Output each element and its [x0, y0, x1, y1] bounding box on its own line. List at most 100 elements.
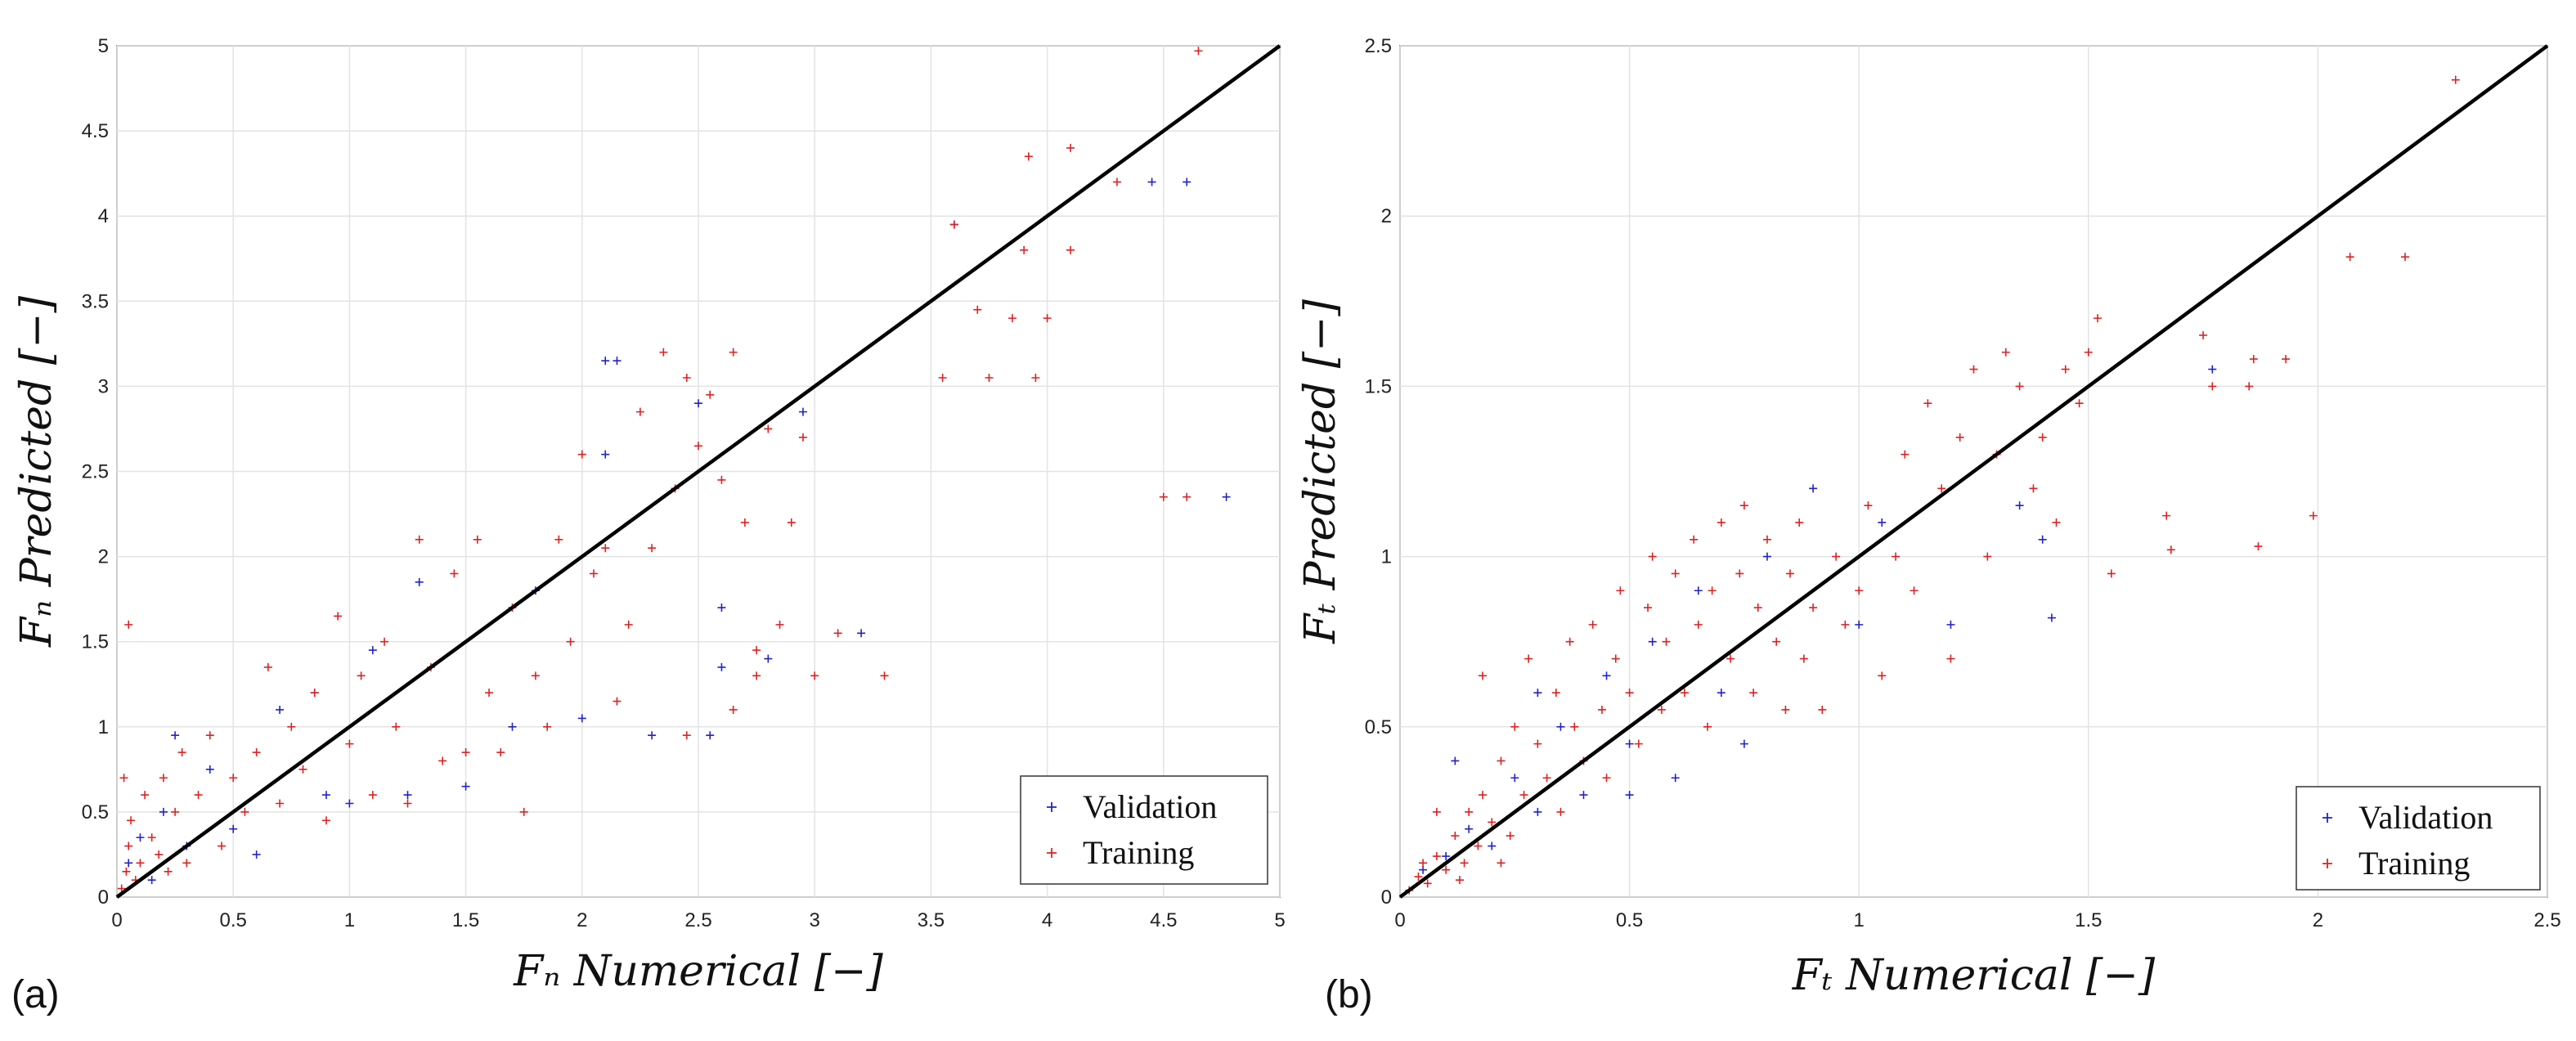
- training-point: [1703, 722, 1712, 731]
- validation-point: [321, 791, 330, 800]
- training-point: [1497, 859, 1506, 868]
- validation-point: [345, 799, 354, 808]
- y-tick-label: 2.5: [82, 461, 109, 483]
- training-point: [2208, 382, 2217, 391]
- x-axis-label: Fₙ Numerical [−]: [513, 947, 883, 996]
- training-point: [519, 807, 528, 816]
- validation-point: [276, 705, 285, 714]
- training-point: [1570, 722, 1579, 731]
- validation-point: [2208, 365, 2217, 374]
- validation-point: [764, 654, 773, 663]
- training-point: [1799, 654, 1808, 663]
- training-point: [1946, 654, 1955, 663]
- training-point: [1432, 852, 1441, 861]
- y-tick-label: 0.5: [82, 801, 109, 823]
- validation-point: [1510, 774, 1519, 783]
- training-point: [147, 833, 156, 842]
- legend-marker-training: [2322, 859, 2332, 868]
- training-point: [682, 731, 691, 740]
- training-point: [2309, 511, 2318, 520]
- validation-point: [1809, 484, 1818, 493]
- validation-point: [1625, 739, 1634, 748]
- training-point: [2401, 253, 2410, 262]
- validation-point: [1533, 807, 1542, 816]
- training-point: [717, 475, 726, 484]
- validation-point: [1556, 722, 1565, 731]
- training-point: [1735, 569, 1744, 578]
- training-point: [1455, 876, 1464, 885]
- x-tick-label: 1: [344, 909, 355, 931]
- training-point: [775, 620, 784, 629]
- training-point: [357, 671, 366, 680]
- training-point: [1739, 501, 1748, 510]
- training-point: [1488, 818, 1497, 827]
- training-point: [1024, 152, 1033, 161]
- x-tick-label: 1.5: [2075, 909, 2102, 931]
- training-point: [1762, 535, 1771, 544]
- training-point: [2038, 433, 2047, 442]
- training-point: [2001, 348, 2010, 357]
- training-point: [1937, 484, 1946, 493]
- training-point: [1008, 314, 1016, 323]
- training-point: [119, 774, 128, 783]
- training-point: [240, 807, 249, 816]
- training-point: [1465, 807, 1474, 816]
- x-tick-label: 2.5: [2533, 909, 2560, 931]
- x-tick-label: 1.5: [452, 909, 479, 931]
- training-point: [1533, 739, 1542, 748]
- training-point: [566, 637, 575, 646]
- x-tick-label: 0: [111, 909, 122, 931]
- training-point: [1524, 654, 1533, 663]
- training-point: [1602, 774, 1611, 783]
- panel-label: (b): [1325, 973, 1373, 1016]
- training-point: [2249, 355, 2258, 364]
- y-axis-label: Fₜ Predicted [−]: [1296, 298, 1345, 644]
- x-tick-label: 1: [1854, 909, 1865, 931]
- validation-point: [857, 629, 866, 638]
- training-point: [321, 816, 330, 825]
- validation-point: [1147, 177, 1156, 186]
- training-point: [1588, 620, 1597, 629]
- x-tick-label: 3.5: [918, 909, 945, 931]
- training-point: [880, 671, 889, 680]
- validation-point: [147, 876, 156, 885]
- training-point: [1634, 739, 1643, 748]
- training-point: [124, 841, 133, 850]
- validation-point: [1694, 586, 1703, 595]
- y-tick-label: 2: [1381, 205, 1392, 227]
- x-tick-label: 2: [2313, 909, 2323, 931]
- training-point: [1112, 177, 1121, 186]
- training-point: [276, 799, 285, 808]
- training-point: [217, 841, 226, 850]
- training-point: [310, 689, 319, 698]
- training-point: [2162, 511, 2171, 520]
- validation-point: [159, 807, 168, 816]
- training-point: [1616, 586, 1625, 595]
- validation-point: [1762, 552, 1771, 561]
- training-point: [127, 816, 136, 825]
- training-point: [1809, 604, 1818, 612]
- training-point: [1781, 705, 1790, 714]
- x-tick-label: 0: [1394, 909, 1405, 931]
- training-point: [2084, 348, 2093, 357]
- chart-panel-a: 0 0.5 1 1.5 2 2.5 3 3.5 4 4.5 5 0 0.5 1 1.5 2 2.5 3 3.5 4 4.…: [11, 35, 1286, 1016]
- training-point: [1864, 501, 1873, 510]
- training-point: [1855, 586, 1864, 595]
- training-point: [287, 722, 296, 731]
- validation-point: [1946, 620, 1955, 629]
- training-point: [706, 390, 715, 399]
- validation-point: [1533, 689, 1542, 698]
- validation-point: [694, 399, 702, 408]
- validation-point: [717, 662, 726, 671]
- validation-point: [136, 833, 145, 842]
- training-point: [2345, 253, 2354, 262]
- training-point: [973, 305, 982, 314]
- training-point: [752, 671, 761, 680]
- legend-marker-validation: [2322, 813, 2332, 823]
- training-point: [752, 646, 761, 655]
- validation-point: [1717, 689, 1726, 698]
- training-point: [1506, 832, 1515, 841]
- training-point: [380, 637, 389, 646]
- training-point: [473, 535, 482, 544]
